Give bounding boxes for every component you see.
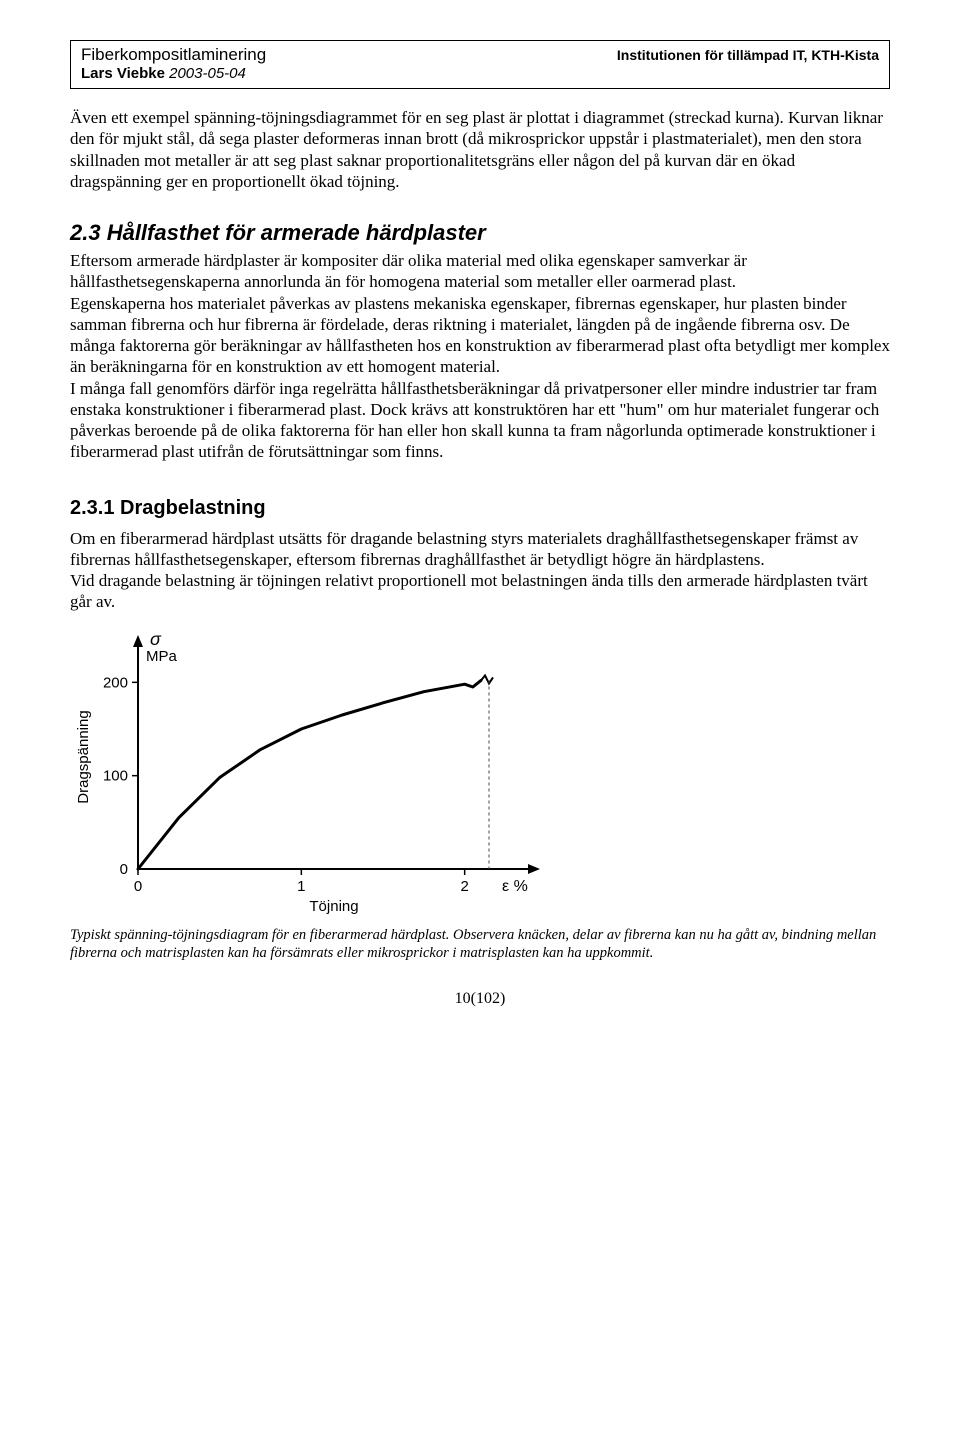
svg-text:100: 100 (103, 767, 128, 784)
institution: Institutionen för tillämpad IT, KTH-Kist… (617, 45, 879, 63)
doc-author-line: Lars Viebke 2003-05-04 (81, 65, 266, 82)
svg-text:Töjning: Töjning (309, 898, 358, 915)
header-left: Fiberkompositlaminering Lars Viebke 2003… (81, 45, 266, 82)
svg-text:1: 1 (297, 878, 305, 895)
page-number: 10(102) (70, 990, 890, 1008)
svg-text:0: 0 (134, 878, 142, 895)
sec231-p2: Vid dragande belastning är töjningen rel… (70, 570, 890, 613)
sec23-p1: Eftersom armerade härdplaster är komposi… (70, 250, 890, 293)
sec23-p2: Egenskaperna hos materialet påverkas av … (70, 293, 890, 378)
heading-2-3: 2.3 Hållfasthet för armerade härdplaster (70, 220, 890, 246)
svg-text:ε %: ε % (502, 878, 528, 895)
svg-text:2: 2 (460, 878, 468, 895)
author-name: Lars Viebke (81, 65, 165, 82)
svg-text:0: 0 (120, 861, 128, 878)
svg-text:MPa: MPa (146, 648, 178, 665)
page-header: Fiberkompositlaminering Lars Viebke 2003… (70, 40, 890, 89)
svg-text:Dragspänning: Dragspänning (75, 710, 92, 803)
stress-strain-chart: 0 1 2 0 100 200 σMPa ε % Dragspänning Töjning (70, 627, 550, 917)
doc-title: Fiberkompositlaminering (81, 45, 266, 65)
doc-date: 2003-05-04 (169, 65, 246, 82)
heading-2-3-1: 2.3.1 Dragbelastning (70, 497, 890, 520)
figure-caption: Typiskt spänning-töjningsdiagram för en … (70, 926, 890, 962)
sec231-p1: Om en fiberarmerad härdplast utsätts för… (70, 528, 890, 571)
sec23-p3: I många fall genomförs därför inga regel… (70, 378, 890, 463)
document-page: Fiberkompositlaminering Lars Viebke 2003… (0, 0, 960, 1048)
svg-text:σ: σ (150, 629, 162, 649)
intro-paragraph: Även ett exempel spänning-töjningsdiagra… (70, 107, 890, 192)
stress-strain-figure: 0 1 2 0 100 200 σMPa ε % Dragspänning Töjning Typ… (70, 627, 890, 962)
svg-text:200: 200 (103, 674, 128, 691)
